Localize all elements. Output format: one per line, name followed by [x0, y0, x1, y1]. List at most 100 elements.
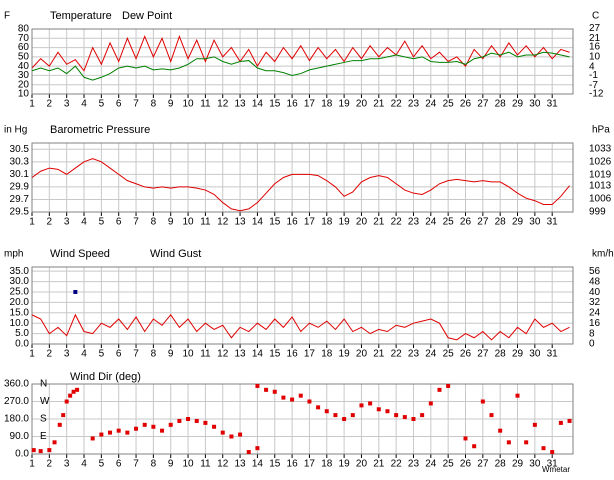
- x-tick-label: 27: [477, 459, 489, 470]
- point: [290, 397, 295, 402]
- legend-entry: Wind Speed: [50, 248, 110, 260]
- y-tick-label: 0.0: [15, 449, 29, 460]
- x-tick-label: 1: [29, 349, 35, 360]
- x-tick-label: 24: [425, 217, 437, 228]
- x-tick-label: 10: [182, 349, 194, 360]
- x-tick-label: 14: [252, 349, 264, 360]
- point: [255, 446, 260, 451]
- x-tick-label: 16: [287, 349, 299, 360]
- line: [31, 158, 570, 212]
- x-tick-label: 3: [64, 349, 70, 360]
- point: [532, 422, 537, 427]
- x-tick-label: 2: [47, 349, 53, 360]
- y-tick-label: 0.0: [15, 339, 29, 350]
- x-tick-label: 22: [391, 349, 403, 360]
- x-tick-label: 19: [339, 217, 351, 228]
- x-tick-label: 21: [373, 217, 385, 228]
- x-tick-label: 5: [99, 217, 105, 228]
- x-tick-label: 3: [64, 99, 70, 110]
- point: [220, 430, 225, 435]
- x-tick-label: 4: [81, 217, 87, 228]
- point: [134, 426, 139, 431]
- y2-tick-label: 16: [589, 42, 601, 53]
- x-tick-label: 11: [200, 459, 211, 470]
- point: [212, 424, 217, 429]
- point: [472, 444, 477, 449]
- x-tick-label: 17: [304, 459, 316, 470]
- point: [142, 422, 147, 427]
- y-tick-label: 25.0: [10, 287, 30, 298]
- x-tick-label: 16: [287, 459, 299, 470]
- point: [350, 413, 355, 418]
- y2-tick-label: -12: [589, 88, 604, 99]
- point: [515, 393, 520, 398]
- point: [52, 440, 57, 445]
- x-tick-label: 25: [443, 99, 455, 110]
- x-tick-label: 30: [529, 459, 541, 470]
- x-tick-label: 3: [64, 217, 70, 228]
- point: [75, 387, 80, 392]
- y2-tick-label: 56: [589, 266, 601, 277]
- x-tick-label: 10: [182, 217, 194, 228]
- compass-label: E: [40, 431, 47, 442]
- x-tick-label: 28: [495, 459, 507, 470]
- point: [376, 407, 381, 412]
- y-tick-label: 20: [18, 79, 30, 90]
- x-tick-label: 5: [99, 349, 105, 360]
- x-tick-label: 26: [460, 217, 472, 228]
- x-tick-label: 8: [151, 217, 157, 228]
- x-tick-label: 5: [99, 459, 105, 470]
- plot-frame: [31, 142, 574, 213]
- point: [64, 399, 69, 404]
- point: [238, 432, 243, 437]
- x-tick-label: 6: [116, 349, 122, 360]
- y-tick-label: 10: [18, 89, 30, 100]
- x-tick-label: 28: [495, 99, 507, 110]
- x-tick-label: 11: [200, 349, 211, 360]
- y2-tick-label: 16: [589, 318, 601, 329]
- point: [116, 428, 121, 433]
- x-tick-label: 7: [133, 349, 139, 360]
- point: [498, 428, 503, 433]
- x-tick-label: 4: [81, 459, 87, 470]
- x-tick-label: 24: [425, 99, 437, 110]
- point: [203, 420, 208, 425]
- y-tick-label: 29.9: [10, 182, 30, 193]
- y-tick-label: 180.0: [4, 414, 29, 425]
- x-tick-label: 14: [252, 459, 264, 470]
- x-tick-label: 15: [269, 99, 281, 110]
- x-tick-label: 2: [47, 459, 53, 470]
- x-tick-label: 23: [408, 99, 420, 110]
- point: [402, 415, 407, 420]
- x-tick-label: 21: [373, 349, 385, 360]
- x-tick-label: 31: [547, 99, 559, 110]
- point: [394, 413, 399, 418]
- plot-frame: [31, 266, 574, 345]
- x-tick-label: 26: [460, 459, 472, 470]
- y2-axis-label: C: [592, 11, 599, 22]
- y2-tick-label: -1: [589, 70, 598, 81]
- y-tick-label: 20.0: [10, 297, 30, 308]
- x-tick-label: 20: [356, 349, 368, 360]
- point: [73, 289, 78, 294]
- x-tick-label: 28: [495, 349, 507, 360]
- compass-label: S: [40, 414, 47, 425]
- x-tick-label: 4: [81, 349, 87, 360]
- x-tick-label: 23: [408, 217, 420, 228]
- y2-tick-label: 1033: [589, 144, 612, 155]
- y2-tick-label: 10: [589, 52, 601, 63]
- point: [31, 448, 36, 453]
- x-tick-label: 25: [443, 217, 455, 228]
- x-tick-label: 27: [477, 349, 489, 360]
- y-tick-label: 30: [18, 70, 30, 81]
- x-tick-label: 16: [287, 217, 299, 228]
- point: [359, 403, 364, 408]
- point: [229, 434, 234, 439]
- point: [160, 428, 165, 433]
- y2-axis-label: km/h: [592, 249, 614, 260]
- x-tick-label: 30: [529, 217, 541, 228]
- plot-area: [31, 266, 574, 345]
- x-tick-label: 9: [168, 217, 174, 228]
- y-tick-label: 29.7: [10, 194, 30, 205]
